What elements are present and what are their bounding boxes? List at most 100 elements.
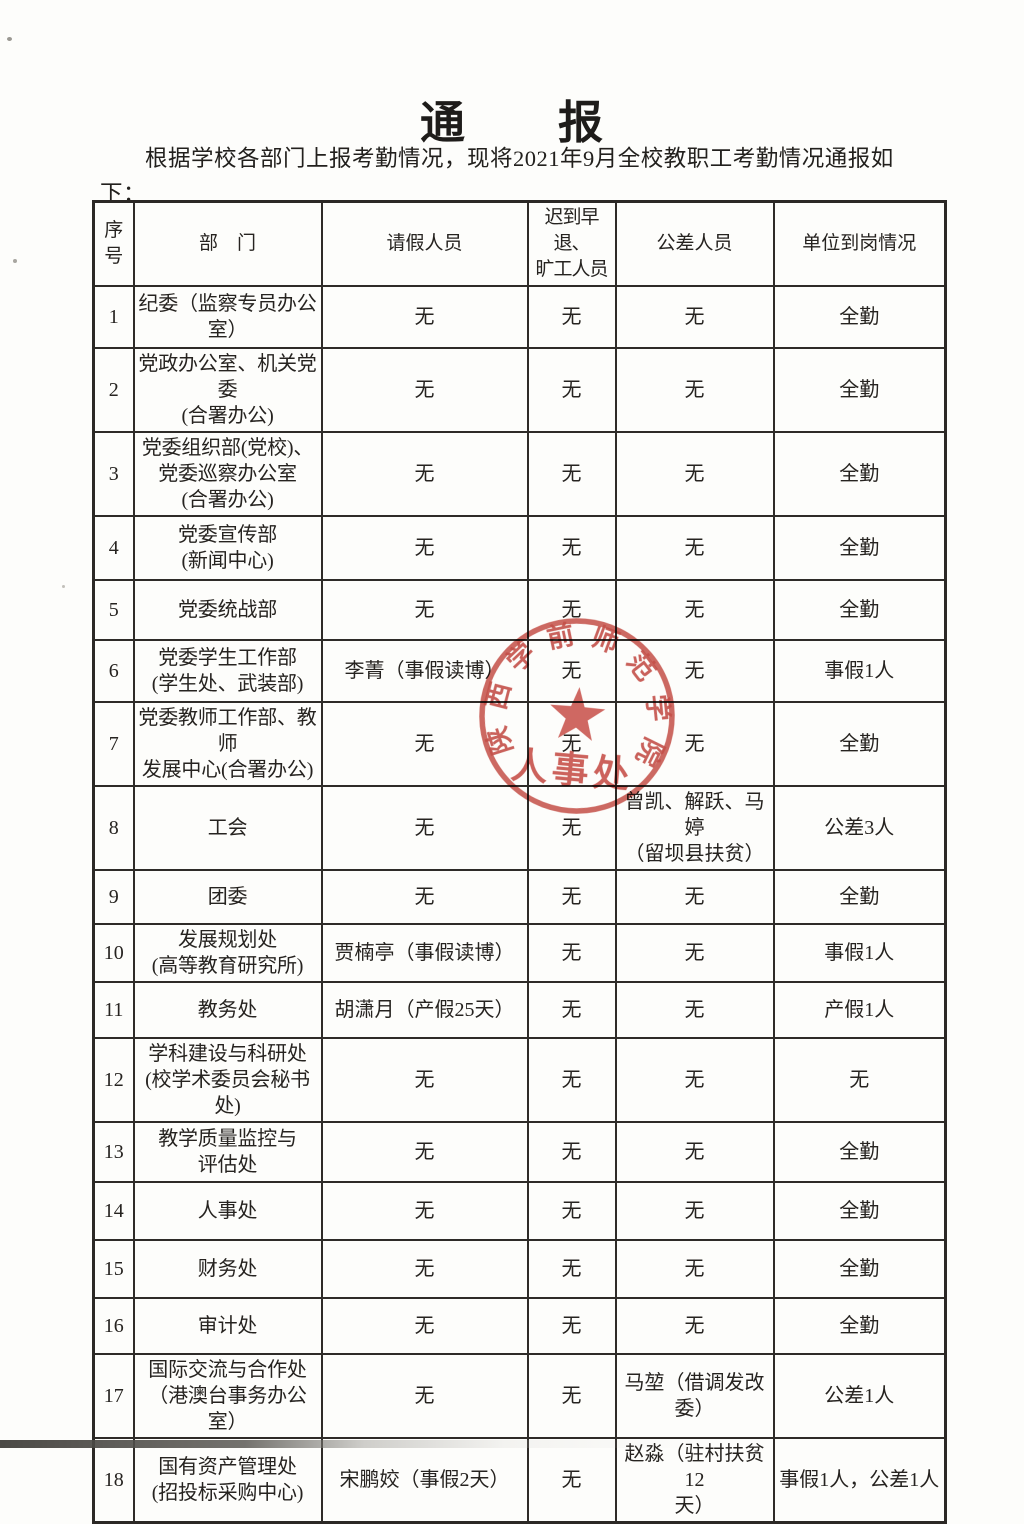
header-cell-late: 迟到早退、 旷工人员 (526, 200, 617, 287)
cell-late: 无 (526, 923, 617, 983)
cell-no: 10 (92, 923, 135, 983)
cell-dept: 党政办公室、机关党委 (合署办公) (132, 347, 323, 433)
cell-trip: 无 (614, 869, 775, 925)
cell-late: 无 (526, 1181, 617, 1241)
cell-dept: 团委 (132, 869, 323, 925)
cell-late: 无 (526, 579, 617, 641)
cell-no: 8 (92, 785, 135, 871)
cell-dept: 国有资产管理处 (招投标采购中心) (132, 1437, 323, 1524)
cell-no: 6 (92, 639, 135, 703)
cell-late: 无 (526, 981, 617, 1039)
cell-late: 无 (526, 701, 617, 787)
cell-leave: 李菁（事假读博） (320, 639, 529, 703)
cell-leave: 无 (320, 579, 529, 641)
cell-trip: 无 (614, 1181, 775, 1241)
cell-status: 事假1人 (772, 639, 947, 703)
table-row: 13 教学质量监控与 评估处 无 无 无 全勤 (92, 1121, 947, 1183)
cell-status: 事假1人，公差1人 (772, 1437, 947, 1524)
cell-leave: 无 (320, 515, 529, 581)
cell-trip: 无 (614, 347, 775, 433)
cell-leave: 无 (320, 1239, 529, 1299)
cell-no: 18 (92, 1437, 135, 1524)
cell-no: 5 (92, 579, 135, 641)
cell-status: 全勤 (772, 1181, 947, 1241)
cell-leave: 无 (320, 785, 529, 871)
cell-status: 全勤 (772, 1297, 947, 1355)
cell-late: 无 (526, 1037, 617, 1123)
cell-dept: 国际交流与合作处 （港澳台事务办公室） (132, 1353, 323, 1439)
cell-leave: 无 (320, 1121, 529, 1183)
cell-status: 全勤 (772, 515, 947, 581)
cell-late: 无 (526, 515, 617, 581)
table-row: 18 国有资产管理处 (招投标采购中心) 宋鹏姣（事假2天） 无 赵淼（驻村扶贫… (92, 1437, 947, 1524)
table-row: 7 党委教师工作部、教师 发展中心(合署办公) 无 无 无 全勤 (92, 701, 947, 787)
cell-late: 无 (526, 869, 617, 925)
table-header-row: 序号 部 门 请假人员 迟到早退、 旷工人员 公差人员 单位到岗情况 (92, 200, 947, 287)
cell-trip: 无 (614, 431, 775, 517)
cell-no: 2 (92, 347, 135, 433)
table-row: 10 发展规划处 (高等教育研究所) 贾楠亭（事假读博） 无 无 事假1人 (92, 923, 947, 983)
cell-leave: 贾楠亭（事假读博） (320, 923, 529, 983)
table-row: 3 党委组织部(党校)、 党委巡察办公室 (合署办公) 无 无 无 全勤 (92, 431, 947, 517)
scan-speck (13, 259, 17, 263)
cell-status: 公差3人 (772, 785, 947, 871)
cell-dept: 教务处 (132, 981, 323, 1039)
table-row: 5 党委统战部 无 无 无 全勤 (92, 579, 947, 641)
cell-trip: 无 (614, 923, 775, 983)
header-cell-no: 序号 (92, 200, 135, 287)
cell-late: 无 (526, 285, 617, 349)
cell-late: 无 (526, 1121, 617, 1183)
header-cell-trip: 公差人员 (614, 200, 775, 287)
cell-no: 1 (92, 285, 135, 349)
cell-no: 11 (92, 981, 135, 1039)
cell-no: 3 (92, 431, 135, 517)
cell-leave: 无 (320, 1353, 529, 1439)
cell-late: 无 (526, 347, 617, 433)
cell-status: 全勤 (772, 701, 947, 787)
cell-dept: 发展规划处 (高等教育研究所) (132, 923, 323, 983)
cell-trip: 无 (614, 1037, 775, 1123)
cell-leave: 无 (320, 869, 529, 925)
cell-trip: 无 (614, 981, 775, 1039)
cell-trip: 无 (614, 1297, 775, 1355)
header-cell-status: 单位到岗情况 (772, 200, 947, 287)
cell-dept: 工会 (132, 785, 323, 871)
cell-no: 14 (92, 1181, 135, 1241)
cell-status: 产假1人 (772, 981, 947, 1039)
table-row: 9 团委 无 无 无 全勤 (92, 869, 947, 925)
cell-trip: 曾凯、解跃、马婷 （留坝县扶贫） (614, 785, 775, 871)
cell-status: 全勤 (772, 1121, 947, 1183)
cell-no: 12 (92, 1037, 135, 1123)
cell-late: 无 (526, 1239, 617, 1299)
table-row: 14 人事处 无 无 无 全勤 (92, 1181, 947, 1241)
cell-trip: 无 (614, 285, 775, 349)
cell-status: 全勤 (772, 579, 947, 641)
document-page: 通 报 根据学校各部门上报考勤情况，现将2021年9月全校教职工考勤情况通报如下… (0, 37, 947, 1524)
table-row: 12 学科建设与科研处 (校学术委员会秘书处) 无 无 无 无 (92, 1037, 947, 1123)
table-row: 8 工会 无 无 曾凯、解跃、马婷 （留坝县扶贫） 公差3人 (92, 785, 947, 871)
table-row: 4 党委宣传部 (新闻中心) 无 无 无 全勤 (92, 515, 947, 581)
cell-late: 无 (526, 1297, 617, 1355)
cell-status: 无 (772, 1037, 947, 1123)
cell-no: 13 (92, 1121, 135, 1183)
table-row: 2 党政办公室、机关党委 (合署办公) 无 无 无 全勤 (92, 347, 947, 433)
cell-dept: 党委教师工作部、教师 发展中心(合署办公) (132, 701, 323, 787)
scan-speck (62, 585, 65, 588)
cell-leave: 胡潇月（产假25天） (320, 981, 529, 1039)
cell-late: 无 (526, 639, 617, 703)
cell-dept: 党委宣传部 (新闻中心) (132, 515, 323, 581)
cell-trip: 赵淼（驻村扶贫12 天） (614, 1437, 775, 1524)
cell-dept: 党委组织部(党校)、 党委巡察办公室 (合署办公) (132, 431, 323, 517)
cell-no: 16 (92, 1297, 135, 1355)
scan-artifact-bar (0, 1440, 700, 1448)
cell-trip: 马堃（借调发改 委） (614, 1353, 775, 1439)
cell-leave: 无 (320, 1181, 529, 1241)
cell-dept: 党委统战部 (132, 579, 323, 641)
table-row: 16 审计处 无 无 无 全勤 (92, 1297, 947, 1355)
cell-no: 17 (92, 1353, 135, 1439)
header-cell-leave: 请假人员 (320, 200, 529, 287)
cell-leave: 无 (320, 1037, 529, 1123)
cell-no: 15 (92, 1239, 135, 1299)
cell-dept: 党委学生工作部 (学生处、武装部) (132, 639, 323, 703)
cell-dept: 人事处 (132, 1181, 323, 1241)
